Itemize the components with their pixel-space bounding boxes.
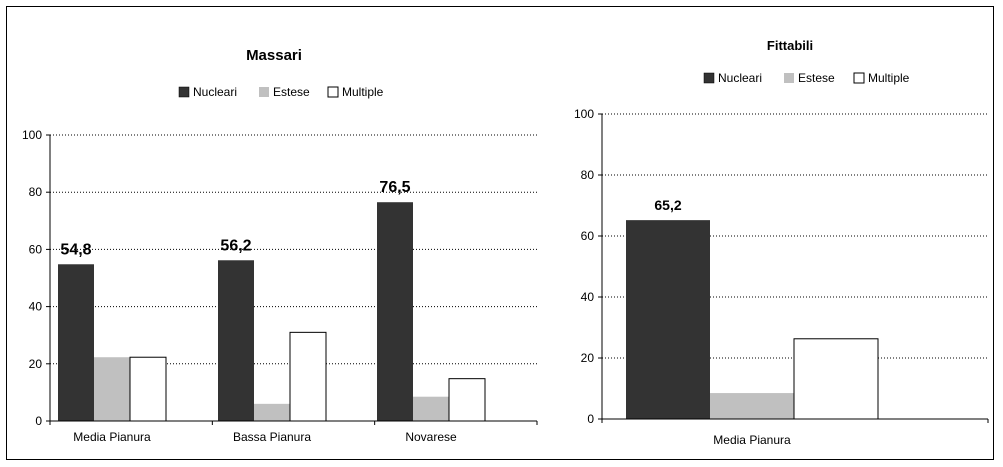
- data-label: 76,5: [379, 179, 410, 196]
- category-label: Media Pianura: [713, 433, 791, 447]
- y-tick-label: 80: [29, 185, 43, 199]
- y-tick-labels: 0 20 40 60 80 100: [22, 128, 42, 428]
- gridlines: [50, 134, 537, 365]
- category-labels: Media Pianura Bassa Pianura Novarese: [73, 430, 457, 444]
- data-label: 65,2: [654, 197, 681, 213]
- legend: Nucleari Estese Multiple: [703, 71, 910, 85]
- bar-estese: [94, 357, 130, 421]
- bar-multiple: [129, 356, 167, 422]
- bars: [626, 220, 879, 420]
- bar-nucleari: [58, 264, 94, 421]
- bar-multiple: [448, 378, 486, 422]
- fittabili-chart: Fittabili Nucleari Estese Multiple 0 20 …: [574, 38, 989, 447]
- y-tick-label: 20: [29, 357, 43, 371]
- bars: [58, 202, 486, 422]
- y-tick-label: 20: [581, 351, 595, 365]
- bar-estese: [710, 393, 794, 419]
- category-labels: Media Pianura: [713, 433, 791, 447]
- legend-swatch-multiple: [853, 72, 865, 84]
- bar-nucleari: [626, 220, 710, 419]
- legend-label-nucleari: Nucleari: [718, 71, 762, 85]
- bar-multiple: [793, 338, 879, 420]
- bar-estese: [254, 403, 290, 421]
- legend-label-estese: Estese: [798, 71, 835, 85]
- category-label: Bassa Pianura: [233, 430, 311, 444]
- gridlines: [602, 113, 988, 359]
- chart-frame: Massari Nucleari Estese Multiple 0 20 40…: [6, 6, 994, 460]
- y-tick-label: 0: [35, 414, 42, 428]
- y-tick-label: 60: [581, 229, 595, 243]
- chart-title: Fittabili: [767, 38, 813, 53]
- y-tick-label: 60: [29, 242, 43, 256]
- y-tick-label: 100: [574, 107, 594, 121]
- data-label: 54,8: [60, 241, 91, 258]
- legend-swatch-nucleari: [178, 86, 190, 98]
- legend-swatch-multiple: [327, 86, 339, 98]
- y-tick-label: 80: [581, 168, 595, 182]
- bar-multiple: [289, 331, 327, 422]
- chart-title: Massari: [246, 47, 302, 64]
- legend-swatch-estese: [784, 73, 794, 83]
- legend-swatch-estese: [259, 87, 269, 97]
- y-tick-labels: 0 20 40 60 80 100: [574, 107, 594, 426]
- bar-nucleari: [377, 202, 413, 421]
- y-tick-label: 100: [22, 128, 42, 142]
- legend-label-multiple: Multiple: [868, 71, 910, 85]
- category-label: Media Pianura: [73, 430, 151, 444]
- charts-canvas: Massari Nucleari Estese Multiple 0 20 40…: [22, 38, 989, 447]
- axes: [46, 134, 538, 425]
- y-tick-label: 40: [581, 290, 595, 304]
- data-labels: 65,2: [654, 197, 681, 213]
- massari-chart: Massari Nucleari Estese Multiple 0 20 40…: [22, 47, 538, 444]
- legend: Nucleari Estese Multiple: [178, 85, 384, 99]
- y-tick-label: 40: [29, 300, 43, 314]
- category-label: Novarese: [405, 430, 457, 444]
- data-labels: 54,8 56,2 76,5: [60, 179, 410, 258]
- legend-label-nucleari: Nucleari: [193, 85, 237, 99]
- y-tick-label: 0: [587, 412, 594, 426]
- legend-swatch-nucleari: [703, 72, 715, 84]
- bar-estese: [413, 396, 449, 421]
- legend-label-multiple: Multiple: [342, 85, 384, 99]
- axes: [598, 113, 989, 423]
- data-label: 56,2: [220, 237, 251, 254]
- legend-label-estese: Estese: [273, 85, 310, 99]
- bar-nucleari: [218, 260, 254, 421]
